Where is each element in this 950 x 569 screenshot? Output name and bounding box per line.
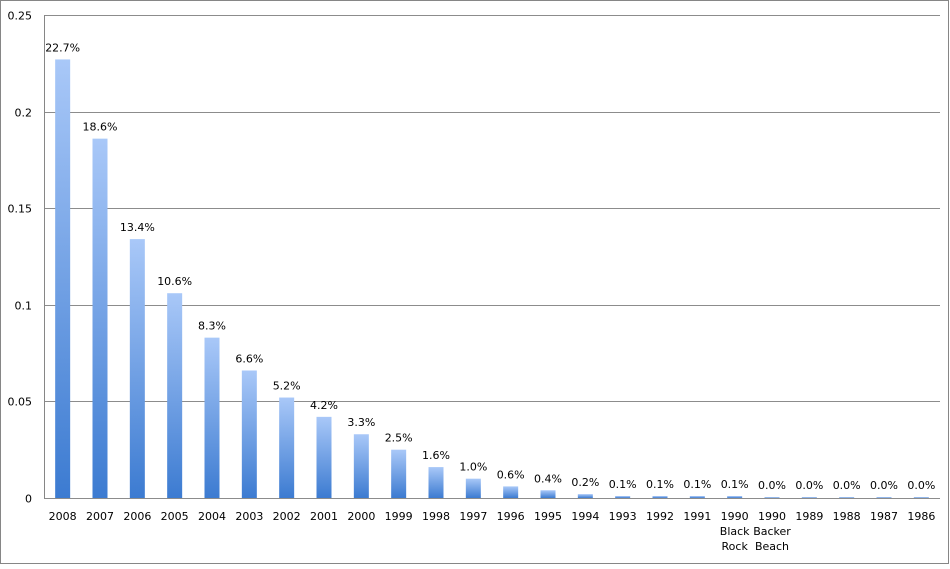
x-tick-label: 2006 [123, 510, 151, 523]
x-tick-label: Black [720, 525, 750, 538]
data-label: 5.2% [273, 380, 301, 393]
y-tick-label: 0.2 [15, 107, 33, 120]
data-label: 18.6% [83, 121, 118, 134]
x-tick-label: 1991 [683, 510, 711, 523]
bar [727, 496, 743, 498]
data-label: 0.2% [571, 476, 599, 489]
data-label: 1.0% [459, 461, 487, 474]
x-tick-label: 2005 [161, 510, 189, 523]
y-tick-label: 0 [25, 493, 32, 506]
data-label: 2.5% [385, 432, 413, 445]
x-tick-label: 1993 [609, 510, 637, 523]
data-label: 0.1% [646, 478, 674, 491]
y-tick-label: 0.15 [8, 203, 33, 216]
x-tick-label: 2007 [86, 510, 114, 523]
bar [913, 497, 929, 498]
x-tick-label: 2002 [273, 510, 301, 523]
x-tick-label: 2004 [198, 510, 226, 523]
data-label: 6.6% [235, 352, 263, 365]
bar [577, 494, 593, 498]
gridlines [44, 15, 940, 499]
x-tick-label: 1998 [422, 510, 450, 523]
x-tick-label: 1997 [459, 510, 487, 523]
bar [279, 397, 295, 498]
data-label: 0.0% [833, 479, 861, 492]
data-label: 0.1% [721, 478, 749, 491]
x-tick-label: 1994 [571, 510, 599, 523]
data-label: 22.7% [45, 41, 80, 54]
bar [540, 490, 556, 498]
y-tick-label: 0.25 [8, 10, 33, 23]
bar [129, 239, 145, 498]
bar [55, 59, 71, 498]
bar [764, 497, 780, 498]
bar [465, 478, 481, 498]
data-label: 13.4% [120, 221, 155, 234]
bars [55, 59, 929, 498]
data-label: 3.3% [347, 416, 375, 429]
x-tick-label: 1995 [534, 510, 562, 523]
x-tick-label: 1996 [497, 510, 525, 523]
bar [353, 434, 369, 498]
x-tick-label: 2008 [49, 510, 77, 523]
bar [204, 337, 220, 498]
data-label: 1.6% [422, 449, 450, 462]
data-label: 0.1% [609, 478, 637, 491]
data-label: 0.0% [907, 479, 935, 492]
data-label: 10.6% [157, 275, 192, 288]
bar [241, 370, 257, 498]
bar [503, 486, 519, 498]
x-tick-label: Beach [755, 540, 789, 553]
x-tick-label: Backer [753, 525, 791, 538]
x-tick-label: 2001 [310, 510, 338, 523]
y-tick-label: 0.05 [8, 396, 33, 409]
data-label: 4.2% [310, 399, 338, 412]
data-label: 0.6% [497, 468, 525, 481]
bar [391, 449, 407, 498]
x-tick-label: 1999 [385, 510, 413, 523]
data-label: 0.1% [683, 478, 711, 491]
bar [689, 496, 705, 498]
bar [615, 496, 631, 498]
bar [428, 467, 444, 498]
data-label: 0.0% [758, 479, 786, 492]
bar [316, 416, 332, 498]
x-axis-ticks: 2008 2007 2006 2005 2004 2003 2002 2001 2000 1999… [49, 510, 936, 553]
data-label: 0.0% [795, 479, 823, 492]
y-axis-ticks: 0 0.05 0.1 0.15 0.2 0.25 [8, 10, 33, 506]
x-tick-label: 1989 [795, 510, 823, 523]
x-tick-label: Rock [722, 540, 749, 553]
bar [801, 497, 817, 498]
bar [92, 138, 108, 498]
bar [876, 497, 892, 498]
y-tick-label: 0.1 [15, 300, 33, 313]
data-labels: 22.7% 18.6% 13.4% 10.6% 8.3% 6.6% 5.2% 4.2% 3.3%… [45, 41, 935, 492]
x-tick-label: 1990 [758, 510, 786, 523]
bar [167, 293, 183, 498]
bar [652, 496, 668, 498]
data-label: 0.4% [534, 472, 562, 485]
data-label: 0.0% [870, 479, 898, 492]
x-tick-label: 1986 [907, 510, 935, 523]
x-tick-label: 2003 [235, 510, 263, 523]
x-tick-label: 2000 [347, 510, 375, 523]
x-tick-label: 1990 [721, 510, 749, 523]
data-label: 8.3% [198, 320, 226, 333]
x-tick-label: 1988 [833, 510, 861, 523]
x-tick-label: 1987 [870, 510, 898, 523]
x-tick-label: 1992 [646, 510, 674, 523]
bar [839, 497, 855, 498]
